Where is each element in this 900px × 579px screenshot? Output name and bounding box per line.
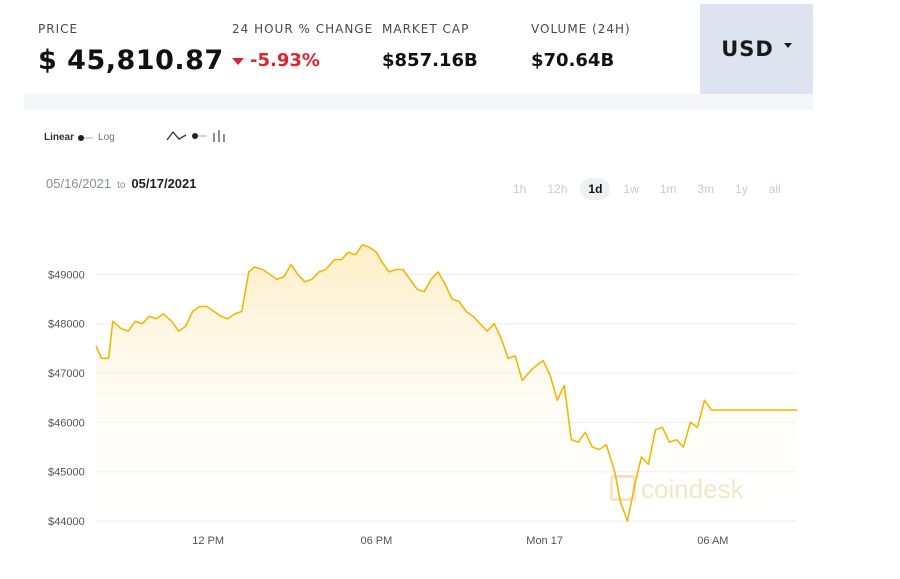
change-value: -5.93% <box>250 50 320 71</box>
stats-bar: PRICE $ 45,810.87 24 HOUR % CHANGE -5.93… <box>24 4 700 95</box>
change-stat: 24 HOUR % CHANGE -5.93% <box>232 22 373 71</box>
x-tick-label: 06 AM <box>697 535 728 547</box>
range-1h[interactable]: 1h <box>513 182 527 196</box>
date-from[interactable]: 05/16/2021 <box>46 176 112 191</box>
log-label: Log <box>98 132 115 143</box>
y-tick-label: $44000 <box>48 516 85 528</box>
range-1m[interactable]: 1m <box>659 182 677 196</box>
scale-switch-icon[interactable] <box>78 134 94 141</box>
price-line <box>95 244 797 522</box>
down-triangle-icon <box>232 57 244 65</box>
scale-toggle[interactable]: Linear Log <box>44 132 115 143</box>
market-cap-value: $857.16B <box>382 50 478 71</box>
x-tick-label: Mon 17 <box>526 535 563 547</box>
currency-selector[interactable]: USD <box>700 4 813 94</box>
y-tick-label: $45000 <box>48 467 85 479</box>
line-chart-icon[interactable] <box>166 129 188 143</box>
y-tick-label: $49000 <box>48 269 85 281</box>
range-all[interactable]: all <box>768 182 781 196</box>
price-label: PRICE <box>38 22 79 36</box>
date-to[interactable]: 05/17/2021 <box>131 176 197 191</box>
range-1y[interactable]: 1y <box>735 182 748 196</box>
range-1w[interactable]: 1w <box>623 182 639 196</box>
change-value-wrap: -5.93% <box>232 50 373 71</box>
date-to-word: to <box>117 180 126 191</box>
volume-label: VOLUME (24H) <box>531 22 631 36</box>
date-range: 05/16/2021 to 05/17/2021 <box>46 176 197 191</box>
x-tick-label: 06 PM <box>361 535 393 547</box>
y-tick-label: $47000 <box>48 368 85 380</box>
y-tick-label: $46000 <box>48 417 85 429</box>
currency-label: USD <box>721 37 774 61</box>
range-3m[interactable]: 3m <box>697 182 715 196</box>
chart-type-switch-icon[interactable] <box>192 133 208 139</box>
price-value: $ 45,810.87 <box>38 45 224 76</box>
volume-value: $70.64B <box>531 50 615 71</box>
chart-type-toggle[interactable] <box>166 129 226 143</box>
range-1d[interactable]: 1d <box>580 178 611 200</box>
candlestick-icon[interactable] <box>212 129 226 143</box>
x-tick-label: 12 PM <box>192 535 224 547</box>
market-cap-label: MARKET CAP <box>382 22 470 36</box>
price-area <box>96 244 797 527</box>
linear-label: Linear <box>44 132 75 143</box>
range-selector: 1h 12h 1d 1w 1m 3m 1y all <box>505 178 794 200</box>
section-divider <box>24 94 813 110</box>
y-tick-label: $48000 <box>48 319 85 331</box>
volume-stat: VOLUME (24H) $70.64B <box>531 22 631 71</box>
caret-down-icon <box>783 42 792 48</box>
market-cap-stat: MARKET CAP $857.16B <box>382 22 478 71</box>
price-stat: PRICE $ 45,810.87 <box>38 22 224 76</box>
change-label: 24 HOUR % CHANGE <box>232 22 374 36</box>
range-12h[interactable]: 12h <box>547 182 568 196</box>
